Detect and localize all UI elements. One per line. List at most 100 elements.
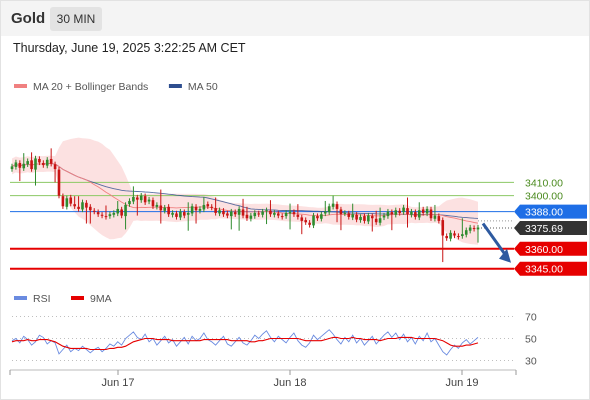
candle-body — [339, 209, 343, 215]
candle — [386, 208, 390, 219]
candle — [167, 204, 170, 217]
candle-body — [445, 236, 448, 239]
rsi-tick-70: 70 — [525, 312, 537, 324]
candle-body — [472, 228, 476, 230]
candle-body — [202, 204, 206, 210]
candle — [351, 203, 354, 221]
candle — [406, 197, 409, 228]
candle — [457, 233, 460, 240]
candle-body — [104, 216, 108, 218]
candle-body — [30, 160, 33, 170]
rsi-tick-50: 50 — [525, 334, 537, 346]
candle-body — [136, 197, 139, 200]
level-label: 3375.69 — [525, 223, 563, 235]
candle-body — [280, 216, 284, 218]
candle — [343, 210, 347, 217]
header-bar: Gold 30 MIN — [0, 0, 590, 36]
candle-body — [323, 211, 327, 214]
candle-body — [112, 212, 116, 215]
candle-body — [417, 210, 421, 218]
arrow-shaft — [481, 222, 508, 257]
rsi-legend-swatch-0 — [14, 296, 27, 300]
candle — [382, 212, 386, 221]
candle-body — [49, 158, 53, 164]
candle — [410, 208, 413, 218]
candle-body — [304, 220, 307, 223]
candle — [163, 204, 167, 214]
candle-body — [288, 211, 292, 214]
candle-body — [320, 214, 323, 219]
candle — [190, 203, 194, 217]
candle-body — [347, 213, 351, 217]
candle-body — [233, 212, 237, 215]
candle-body — [214, 208, 217, 213]
rsi-legend-label-0: RSI — [33, 293, 51, 305]
candle — [327, 203, 331, 215]
candle — [453, 230, 456, 239]
candle — [92, 208, 96, 215]
level-label: 3410.00 — [525, 177, 563, 189]
candle — [421, 206, 425, 216]
candle — [269, 200, 272, 217]
level-tag-3360.00: 3360.00 — [514, 241, 587, 256]
candle-body — [300, 217, 304, 221]
candle-body — [414, 212, 417, 217]
candle — [69, 194, 73, 207]
instrument-title: Gold — [11, 10, 46, 27]
x-tick-label: Jun 19 — [445, 377, 478, 389]
candle-body — [437, 216, 441, 221]
candle-body — [425, 208, 429, 214]
level-label: 3345.00 — [525, 264, 563, 276]
candle — [186, 202, 190, 231]
candle — [183, 209, 186, 219]
candle — [77, 196, 80, 212]
candle — [429, 206, 433, 221]
candle-body — [327, 206, 331, 213]
level-tag-3400.00: 3400.00 — [525, 191, 563, 203]
candle-body — [370, 216, 374, 219]
candle-body — [386, 211, 390, 217]
timestamp: Thursday, June 19, 2025 3:22:25 AM CET — [13, 41, 246, 55]
candle-body — [351, 214, 354, 218]
candle-body — [22, 163, 26, 169]
candle-body — [359, 216, 362, 221]
candle — [367, 212, 370, 225]
candle — [464, 227, 468, 238]
level-label: 3360.00 — [525, 244, 563, 256]
candle — [273, 210, 276, 218]
candle — [233, 209, 237, 217]
candle — [151, 197, 155, 209]
candle — [323, 200, 327, 217]
level-tag-bg — [514, 241, 587, 256]
candle-body — [249, 215, 253, 219]
candle — [14, 159, 18, 170]
candle — [128, 198, 131, 207]
legend-swatch-0 — [14, 84, 27, 88]
candle — [312, 212, 315, 229]
candle — [237, 206, 241, 231]
candle — [45, 157, 49, 169]
candle-body — [206, 204, 210, 207]
candle — [175, 210, 178, 220]
candle — [476, 224, 480, 243]
candle-body — [57, 169, 61, 196]
candle — [81, 199, 84, 213]
candle — [472, 225, 476, 232]
candle-body — [367, 215, 370, 222]
level-tag-3388.00: 3388.00 — [514, 204, 587, 219]
legend-label-1: MA 50 — [188, 81, 218, 93]
candle — [61, 193, 65, 209]
candle-body — [186, 212, 190, 215]
candle-body — [139, 195, 143, 201]
timeframe-badge[interactable]: 30 MIN — [50, 7, 102, 31]
candle — [10, 163, 14, 172]
candle-body — [14, 162, 18, 167]
candle-body — [245, 214, 249, 219]
level-tag-bg — [514, 204, 587, 219]
candle-body — [382, 215, 386, 218]
candle — [96, 209, 100, 217]
candle-body — [194, 206, 198, 211]
candle-body — [124, 204, 127, 217]
candle — [398, 208, 401, 216]
candle — [257, 210, 261, 217]
